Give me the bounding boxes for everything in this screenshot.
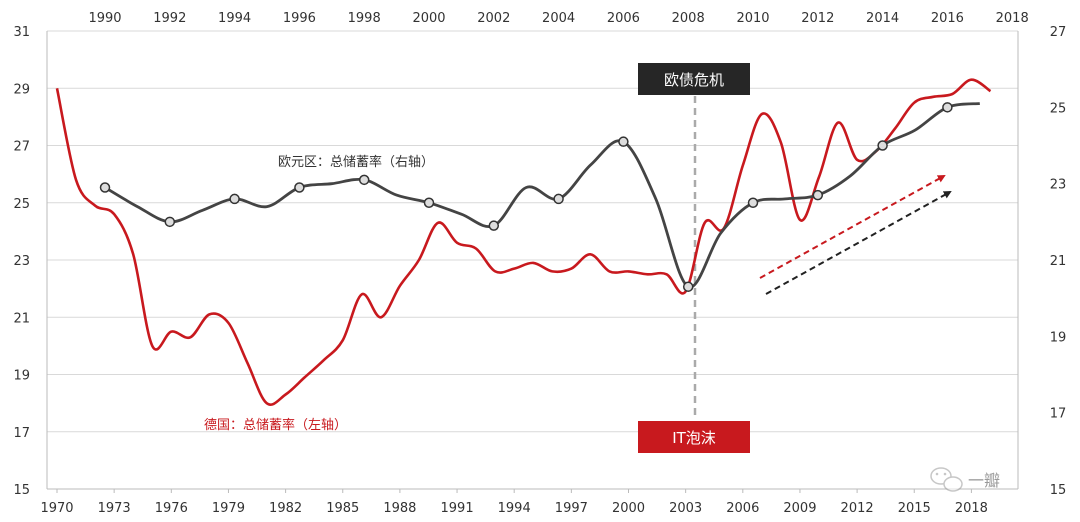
top-axis: 1990 1992 1994 1996 1998 2000 2002 2004 2006 2008… <box>88 11 1028 26</box>
germany-line <box>55 78 992 406</box>
bottom-tick-label: 2018 <box>955 501 988 516</box>
wechat-icon <box>930 467 963 492</box>
eurozone-point <box>99 182 111 193</box>
eurozone-point <box>423 197 435 208</box>
eurozone-point <box>877 140 888 151</box>
left-tick-label: 31 <box>13 25 30 40</box>
germany-series-label: 德国：总储蓄率（左轴） <box>204 417 347 433</box>
eurozone-point <box>942 102 953 113</box>
left-tick-label: 15 <box>13 483 30 498</box>
it-bubble-label: IT泡沫 <box>672 429 716 447</box>
watermark: 一瓣 <box>930 467 1000 492</box>
bottom-tick-label: 2012 <box>841 501 874 516</box>
bottom-tick-label: 1976 <box>155 501 188 516</box>
watermark-text: 一瓣 <box>968 471 1000 490</box>
bottom-tick-label: 2000 <box>612 501 645 516</box>
series-germany <box>55 78 992 406</box>
left-tick-label: 27 <box>13 140 30 155</box>
top-tick-label: 2010 <box>736 11 769 26</box>
bottom-tick-label: 1979 <box>212 501 245 516</box>
trend-arrow-dark <box>765 191 952 295</box>
left-tick-label: 19 <box>13 369 30 384</box>
eurozone-point <box>294 182 305 193</box>
bottom-tick-label: 1997 <box>555 501 588 516</box>
eurozone-point <box>812 189 824 201</box>
right-tick-label: 19 <box>1050 330 1067 345</box>
euro-crisis-box: 欧债危机 <box>638 63 750 95</box>
top-tick-label: 2012 <box>801 11 834 26</box>
eurozone-point <box>358 174 370 186</box>
top-tick-label: 1996 <box>283 11 316 26</box>
top-tick-label: 2000 <box>412 11 445 26</box>
bottom-tick-label: 1985 <box>326 501 359 516</box>
bottom-tick-label: 2003 <box>669 501 702 516</box>
top-tick-label: 2008 <box>672 11 705 26</box>
eurozone-series-label: 欧元区：总储蓄率（右轴） <box>278 154 434 170</box>
eurozone-point <box>618 136 629 147</box>
left-tick-label: 21 <box>13 311 30 326</box>
right-tick-label: 15 <box>1050 483 1067 498</box>
euro-crisis-label: 欧债危机 <box>664 71 724 89</box>
right-tick-label: 27 <box>1050 25 1067 40</box>
top-tick-label: 2018 <box>996 11 1029 26</box>
right-tick-label: 23 <box>1050 178 1067 193</box>
bottom-tick-label: 2015 <box>898 501 931 516</box>
top-tick-label: 2016 <box>931 11 964 26</box>
top-tick-label: 1994 <box>218 11 251 26</box>
top-tick-label: 2006 <box>607 11 640 26</box>
plot-frame <box>46 31 1019 490</box>
right-tick-label: 21 <box>1050 254 1067 269</box>
eurozone-line <box>104 102 980 289</box>
series-eurozone <box>99 102 980 292</box>
right-tick-label: 17 <box>1050 407 1067 422</box>
top-tick-label: 2002 <box>477 11 510 26</box>
bottom-tick-label: 2006 <box>726 501 759 516</box>
bottom-tick-label: 1973 <box>98 501 131 516</box>
top-tick-label: 2004 <box>542 11 575 26</box>
top-tick-label: 2014 <box>866 11 899 26</box>
top-tick-label: 1998 <box>348 11 381 26</box>
left-tick-label: 17 <box>13 426 30 441</box>
left-tick-label: 25 <box>13 197 30 212</box>
eurozone-point <box>747 197 759 208</box>
right-tick-label: 25 <box>1050 101 1067 116</box>
top-tick-label: 1992 <box>153 11 186 26</box>
bottom-tick-label: 1991 <box>441 501 474 516</box>
left-axis: 31 29 27 25 23 21 19 17 15 <box>13 25 30 498</box>
top-tick-label: 1990 <box>88 11 121 26</box>
right-axis: 27 25 23 21 19 17 15 <box>1050 25 1067 498</box>
grid <box>47 30 1018 490</box>
eurozone-point <box>682 281 694 292</box>
bottom-tick-label: 1970 <box>40 501 73 516</box>
eurozone-point <box>553 193 564 205</box>
bottom-tick-label: 1988 <box>383 501 416 516</box>
eurozone-point <box>229 193 240 205</box>
bottom-tick-label: 1994 <box>498 501 531 516</box>
eurozone-point <box>164 216 176 228</box>
it-bubble-box: IT泡沫 <box>638 421 750 453</box>
left-tick-label: 29 <box>13 82 30 97</box>
bottom-tick-label: 1982 <box>269 501 302 516</box>
bottom-tick-label: 2009 <box>783 501 816 516</box>
eurozone-point <box>488 220 500 231</box>
trend-arrow-red <box>759 175 946 279</box>
left-tick-label: 23 <box>13 254 30 269</box>
bottom-axis: 1970 1973 1976 1979 1982 1985 1988 1991 1994 1997… <box>40 489 988 516</box>
